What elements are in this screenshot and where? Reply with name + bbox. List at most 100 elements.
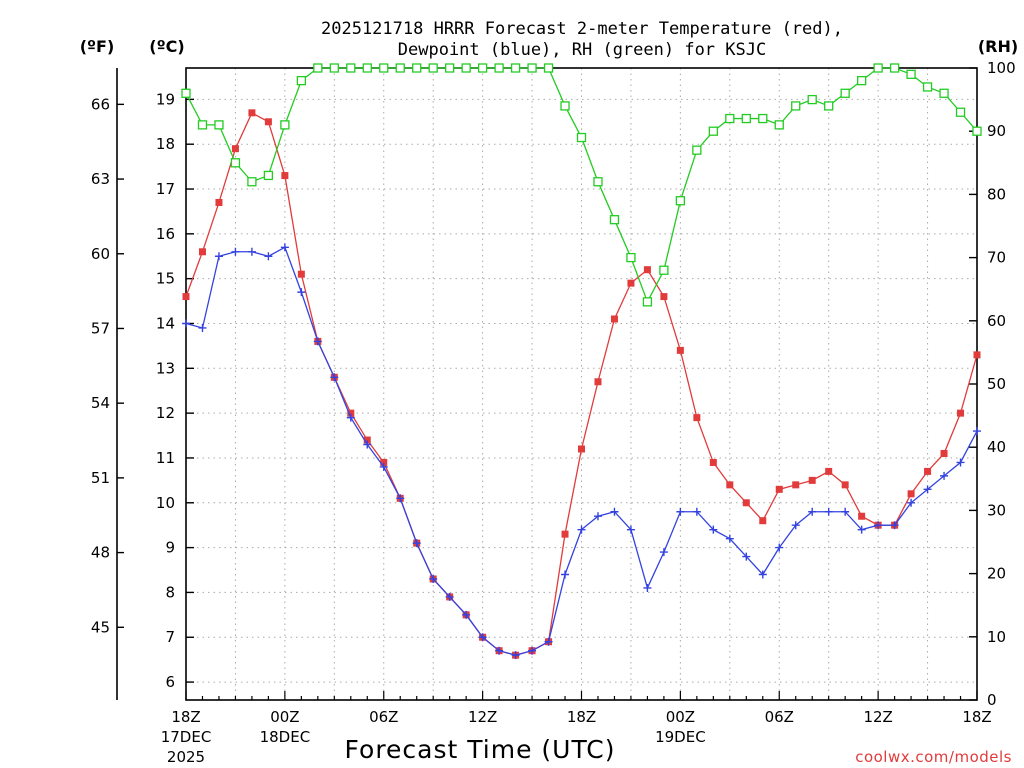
fahrenheit-tick-label: 54 [91, 394, 110, 412]
temperature-point [578, 445, 585, 453]
rh-point [510, 63, 521, 73]
rh-point [807, 94, 817, 105]
rh-tick-label: 20 [987, 565, 1006, 583]
dewpoint-point [297, 288, 306, 297]
dewpoint-point [940, 471, 949, 480]
celsius-tick-label: 18 [156, 135, 175, 153]
dewpoint-point [247, 247, 256, 256]
rh-point [692, 145, 702, 155]
rh-point [181, 88, 191, 98]
rh-point [230, 158, 241, 168]
rh-point [527, 63, 537, 73]
dewpoint-point [857, 525, 866, 534]
celsius-tick-label: 19 [156, 90, 175, 108]
dewpoint-point [725, 534, 734, 543]
temperature-point [182, 293, 190, 301]
x-axis-label: Forecast Time (UTC) [345, 735, 616, 764]
x-tick-date-label: 17DEC [161, 728, 212, 746]
dewpoint-point [280, 243, 289, 252]
temperature-point [380, 458, 388, 466]
x-tick-label: 06Z [369, 708, 398, 726]
temperature-point [693, 414, 701, 422]
fahrenheit-tick-label: 48 [91, 544, 110, 562]
temperature-point [643, 266, 651, 274]
rh-point [379, 63, 389, 73]
rh-point [560, 101, 570, 111]
rh-point [280, 120, 290, 130]
rh-tick-label: 0 [987, 691, 997, 709]
celsius-tick-label: 8 [165, 583, 175, 601]
rh-point [477, 63, 488, 73]
chart-title-line2: Dewpoint (blue), RH (green) for KSJC [398, 40, 766, 60]
celsius-tick-label: 16 [156, 225, 175, 243]
rh-point [395, 63, 405, 73]
fahrenheit-tick-label: 45 [91, 618, 110, 636]
rh-point [758, 113, 768, 124]
rh-point [576, 132, 587, 143]
rh-tick-label: 100 [987, 59, 1016, 77]
dewpoint-point [643, 583, 652, 592]
temperature-point [561, 530, 569, 538]
fahrenheit-tick-label: 57 [91, 319, 110, 337]
temperature-point [215, 198, 223, 206]
celsius-tick-label: 10 [156, 494, 175, 512]
series-dewpoint [182, 243, 981, 660]
dewpoint-point [495, 646, 504, 655]
dewpoint-point [363, 440, 372, 449]
dewpoint-point [231, 247, 240, 256]
dewpoint-point [692, 507, 701, 516]
temperature-point [973, 351, 981, 359]
data-series [181, 63, 982, 660]
dewpoint-point [808, 507, 817, 516]
dewpoint-point [742, 552, 751, 561]
rh-point [856, 75, 867, 86]
celsius-tick-label: 15 [156, 270, 175, 288]
temperature-point [198, 248, 206, 256]
rh-point [725, 113, 735, 124]
rh-point [791, 101, 801, 111]
rh-point [955, 107, 966, 117]
dewpoint-point [412, 539, 421, 548]
temperature-point [347, 409, 355, 417]
dewpoint-point [528, 646, 537, 655]
x-tick-label: 18Z [171, 708, 200, 726]
temperature-point [957, 409, 965, 417]
dewpoint-point [874, 521, 883, 530]
temperature-point [907, 490, 915, 498]
rh-point [708, 126, 718, 136]
x-tick-label: 12Z [468, 708, 497, 726]
rh-point [642, 297, 653, 307]
dewpoint-point [214, 252, 223, 261]
rh-point [626, 252, 636, 263]
dewpoint-point [676, 507, 685, 516]
dewpoint-point [264, 252, 273, 261]
rh-point [494, 63, 504, 73]
rh-tick-label: 40 [987, 438, 1006, 456]
dewpoint-point [182, 319, 190, 328]
temperature-point [610, 315, 618, 323]
temperature-point [940, 449, 948, 457]
temperature-point [792, 481, 800, 489]
x-tick-label: 18Z [567, 708, 596, 726]
temperature-point [726, 481, 734, 489]
dewpoint-point [907, 498, 916, 507]
rh-point [873, 63, 883, 73]
rh-point [675, 196, 686, 206]
x-tick-date-label: 19DEC [655, 728, 706, 746]
rh-tick-label: 50 [987, 375, 1006, 393]
temperature-line [185, 111, 978, 656]
dewpoint-point [478, 633, 487, 642]
rh-point [214, 120, 224, 130]
x-tick-label: 00Z [270, 708, 299, 726]
dewpoint-point [346, 413, 355, 422]
dewpoint-point [709, 525, 718, 534]
dewpoint-point [462, 610, 471, 619]
celsius-tick-label: 13 [156, 359, 175, 377]
rh-point [972, 126, 982, 136]
dewpoint-point [379, 462, 388, 471]
rh-point [543, 63, 554, 73]
celsius-unit-label: (ºC) [149, 37, 184, 56]
temperature-point [742, 499, 750, 507]
dewpoint-point [659, 548, 668, 557]
